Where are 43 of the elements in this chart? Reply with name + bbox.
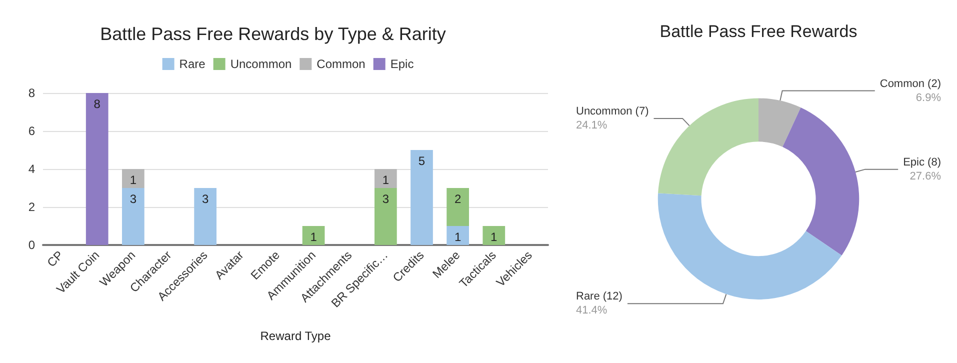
data-label: 24.1% <box>576 119 608 132</box>
data-label: 1 <box>490 230 498 244</box>
x-tick-label: CP <box>44 248 66 270</box>
data-label: 41.4% <box>576 304 608 317</box>
data-label: 1 <box>382 173 390 187</box>
bar <box>122 188 144 245</box>
data-label: 6.9% <box>916 92 942 104</box>
slice-label: Common (2) <box>880 78 941 90</box>
chart-title: Battle Pass Free Rewards by Type & Rarity <box>100 24 446 44</box>
bar <box>86 93 108 245</box>
bar <box>194 188 217 245</box>
data-label: 1 <box>130 173 137 187</box>
bar <box>446 226 470 245</box>
y-tick-label: 0 <box>28 238 36 252</box>
legend-label: Uncommon <box>230 57 292 71</box>
data-label: 8 <box>94 97 101 111</box>
x-axis-title: Reward Type <box>260 329 332 343</box>
slice-label: Rare (12) <box>576 290 622 303</box>
y-tick-label: 8 <box>28 86 36 100</box>
legend-label: Rare <box>179 57 206 71</box>
data-label: 1 <box>310 230 318 244</box>
y-tick-label: 2 <box>28 200 36 214</box>
y-tick-label: 4 <box>28 162 36 176</box>
data-label: 27.6% <box>910 170 942 182</box>
data-label: 3 <box>382 192 390 206</box>
data-label: 3 <box>202 192 209 206</box>
bar <box>374 169 397 188</box>
bar <box>410 150 433 245</box>
data-label: 3 <box>130 192 137 206</box>
slice-label: Epic (8) <box>903 156 941 168</box>
data-label: 5 <box>418 154 426 168</box>
bar <box>374 188 397 245</box>
legend-label: Common <box>316 57 366 71</box>
y-tick-label: 6 <box>28 124 36 138</box>
bar <box>446 188 470 226</box>
data-label: 2 <box>454 192 462 206</box>
bar <box>122 169 144 188</box>
data-label: 1 <box>454 230 462 244</box>
bar <box>482 226 506 245</box>
legend-label: Epic <box>390 57 414 71</box>
bar <box>302 226 325 245</box>
chart-title: Battle Pass Free Rewards <box>660 22 858 41</box>
slice-label: Uncommon (7) <box>576 105 649 118</box>
